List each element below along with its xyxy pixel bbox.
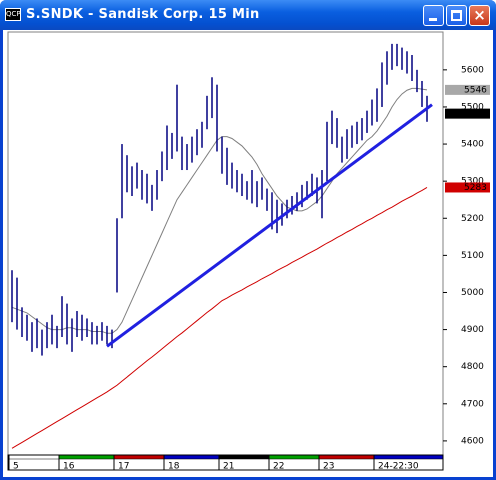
price-tag-label: 5283 xyxy=(464,183,487,193)
y-tick-label: 5200 xyxy=(461,214,484,224)
y-tick-label: 5300 xyxy=(461,177,484,187)
x-tick-label: 24-22:30 xyxy=(378,462,419,472)
day-strip xyxy=(113,454,165,460)
x-tick-label: 5 xyxy=(13,462,19,472)
day-strip xyxy=(8,454,60,460)
price-tag xyxy=(445,182,490,193)
x-tick-label: 22 xyxy=(273,462,284,472)
axis-frame xyxy=(7,454,444,471)
day-strip xyxy=(268,454,320,460)
price-tag xyxy=(445,84,490,95)
x-tick-label: 21 xyxy=(223,462,234,472)
y-tick-label: 5100 xyxy=(461,251,484,261)
plot-frame xyxy=(7,31,444,456)
x-tick-label: 16 xyxy=(63,462,75,472)
day-strip xyxy=(58,454,115,460)
y-tick-label: 5000 xyxy=(461,288,484,298)
app-icon: QCP xyxy=(5,8,21,21)
price-tag-label: 5546 xyxy=(464,85,487,95)
price-tag-label: 5482 xyxy=(464,109,487,119)
x-tick-label: 17 xyxy=(118,462,129,472)
title-bar: QCP S.SNDK - Sandisk Corp. 15 Min × xyxy=(0,0,496,30)
minimize-button[interactable] xyxy=(423,5,444,26)
y-tick-label: 4600 xyxy=(461,436,484,446)
close-button[interactable]: × xyxy=(469,5,490,26)
trend-line xyxy=(106,103,433,348)
maximize-button[interactable] xyxy=(446,5,467,26)
chart: 4600 4700 4800 4900 5000 5100 5200 5300 5400 5500… xyxy=(3,30,493,477)
x-tick-label: 18 xyxy=(168,462,180,472)
price-tag xyxy=(445,108,490,119)
x-tick-label: 23 xyxy=(323,462,334,472)
ma-long-line xyxy=(11,187,428,449)
y-tick-label: 4800 xyxy=(461,362,484,372)
y-tick-label: 4700 xyxy=(461,399,484,409)
ma-short-line xyxy=(11,87,428,334)
y-tick-label: 5600 xyxy=(461,65,484,75)
y-tick-label: 5400 xyxy=(461,140,484,150)
day-strip xyxy=(318,454,375,460)
day-strip xyxy=(163,454,220,460)
day-strip xyxy=(218,454,270,460)
y-tick-label: 4900 xyxy=(461,325,484,335)
day-strip xyxy=(373,454,444,460)
y-tick-label: 5500 xyxy=(461,102,484,112)
window-title: S.SNDK - Sandisk Corp. 15 Min xyxy=(26,7,260,22)
